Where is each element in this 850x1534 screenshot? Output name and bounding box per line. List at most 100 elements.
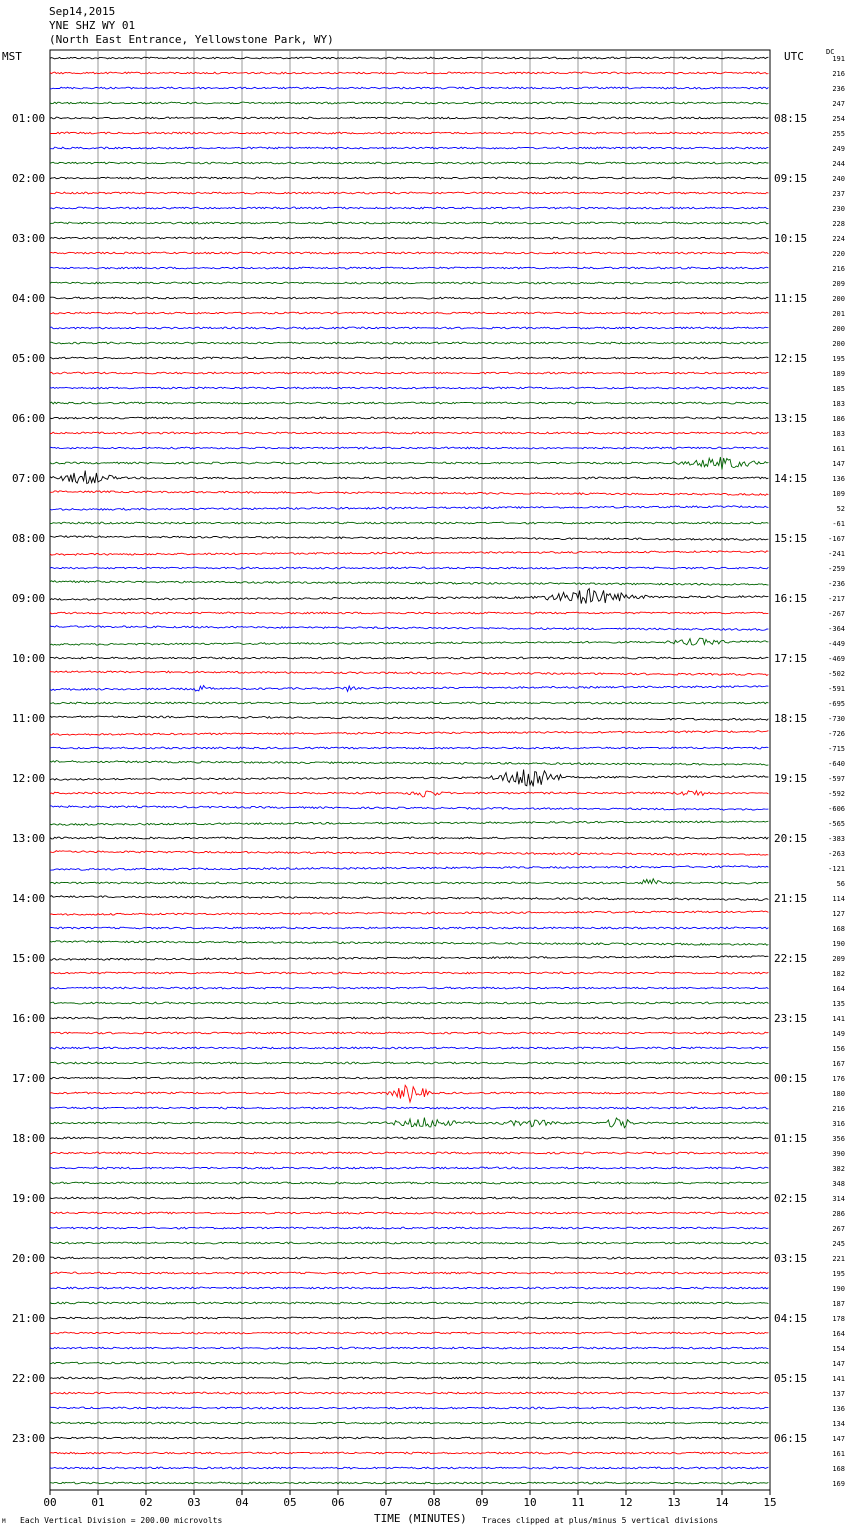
x-tick-label: 02 (139, 1496, 152, 1509)
trace-row (49, 1117, 769, 1129)
footer-scale-note: Each Vertical Division = 200.00 microvol… (20, 1516, 223, 1525)
trace-row (49, 326, 769, 330)
trace-row (49, 670, 769, 676)
trace-row (49, 1286, 769, 1290)
dc-offset-label: 186 (832, 415, 845, 423)
trace-row (49, 730, 769, 736)
dc-offset-label: 147 (832, 1360, 845, 1368)
chart-title-station: YNE SHZ WY 01 (49, 19, 136, 32)
dc-offset-label: 356 (832, 1135, 845, 1143)
dc-offset-label: 185 (832, 385, 845, 393)
dc-offset-label: 164 (832, 985, 845, 993)
dc-offset-label: 190 (832, 940, 845, 948)
dc-offset-label: -715 (828, 745, 845, 753)
mst-hour-label: 07:00 (12, 472, 45, 485)
trace-row (49, 251, 769, 255)
trace-row (49, 566, 769, 570)
trace-row (49, 1256, 769, 1260)
utc-hour-label: 13:15 (774, 412, 807, 425)
trace-row (49, 865, 769, 871)
trace-row (49, 955, 769, 961)
trace-row (49, 1421, 769, 1425)
dc-offset-label: 167 (832, 1060, 845, 1068)
trace-row (49, 684, 769, 693)
trace-row (49, 895, 769, 901)
x-axis: 00 01 02 03 04 05 06 07 08 09 10 11 12 13 14 15 (43, 1490, 777, 1509)
dc-offset-label: 180 (832, 1090, 845, 1098)
trace-row (49, 1241, 769, 1245)
dc-offset-label: 221 (832, 1255, 845, 1263)
trace-row (49, 505, 769, 511)
dc-offset-label: -217 (828, 595, 845, 603)
utc-hour-label: 22:15 (774, 952, 807, 965)
dc-offset-label: -502 (828, 670, 845, 678)
chart-title-location: (North East Entrance, Yellowstone Park, … (49, 33, 334, 46)
trace-row (49, 161, 769, 165)
dc-offset-labels: 191 216 236 247 254 255 249 244 240 237 230 228 224 2… (828, 55, 845, 1488)
dc-offset-label: -640 (828, 760, 845, 768)
trace-row (49, 1346, 769, 1350)
trace-row (49, 371, 769, 375)
dc-offset-label: -267 (828, 610, 845, 618)
dc-offset-label: 176 (832, 1075, 845, 1083)
trace-row (50, 431, 769, 435)
dc-offset-label: -597 (828, 775, 845, 783)
dc-offset-label: 114 (832, 895, 845, 903)
utc-hour-label: 19:15 (774, 772, 807, 785)
utc-hour-label: 16:15 (774, 592, 807, 605)
mst-hour-label: 11:00 (12, 712, 45, 725)
dc-offset-label: 255 (832, 130, 845, 138)
trace-row (49, 416, 769, 420)
mst-hour-label: 09:00 (12, 592, 45, 605)
footer-logo: M (2, 1518, 6, 1525)
right-timezone-label: UTC (784, 50, 804, 63)
trace-row (49, 1451, 769, 1455)
dc-offset-label: 127 (832, 910, 845, 918)
trace-row (49, 281, 769, 285)
dc-offset-label: 195 (832, 355, 845, 363)
trace-row (49, 1331, 769, 1335)
trace-row (50, 131, 769, 135)
trace-row (49, 191, 769, 195)
dc-offset-label: 220 (832, 250, 845, 258)
dc-offset-label: -259 (828, 565, 845, 573)
utc-hour-label: 20:15 (774, 832, 807, 845)
dc-offset-label: -730 (828, 715, 845, 723)
trace-row (49, 1136, 769, 1140)
mst-hour-label: 12:00 (12, 772, 45, 785)
trace-row (49, 341, 769, 345)
x-tick-label: 12 (619, 1496, 632, 1509)
trace-row (49, 386, 769, 390)
dc-offset-label: 109 (832, 490, 845, 498)
utc-hour-label: 04:15 (774, 1312, 807, 1325)
x-axis-title: TIME (MINUTES) (374, 1512, 467, 1525)
dc-offset-label: 200 (832, 340, 845, 348)
mst-hour-label: 13:00 (12, 832, 45, 845)
dc-offset-header: DC (826, 48, 835, 56)
trace-row (49, 101, 769, 105)
utc-hour-label: 11:15 (774, 292, 807, 305)
x-tick-label: 11 (571, 1496, 584, 1509)
dc-offset-label: 267 (832, 1225, 845, 1233)
trace-row (49, 71, 769, 75)
trace-row (49, 1406, 769, 1410)
dc-offset-label: 136 (832, 1405, 845, 1413)
x-tick-label: 03 (187, 1496, 200, 1509)
dc-offset-label: 147 (832, 1435, 845, 1443)
dc-offset-label: 135 (832, 1000, 845, 1008)
trace-row (49, 1016, 769, 1020)
trace-row (49, 611, 769, 615)
left-timezone-label: MST (2, 50, 22, 63)
mst-hour-label: 08:00 (12, 532, 45, 545)
dc-offset-label: -606 (828, 805, 845, 813)
mst-hour-label: 02:00 (12, 172, 45, 185)
trace-row (49, 701, 769, 705)
dc-offset-label: 209 (832, 955, 845, 963)
utc-hour-label: 15:15 (774, 532, 807, 545)
dc-offset-label: 245 (832, 1240, 845, 1248)
trace-row (49, 1166, 769, 1170)
dc-offset-label: 382 (832, 1165, 845, 1173)
dc-offset-label: 286 (832, 1210, 845, 1218)
trace-row (50, 86, 769, 90)
